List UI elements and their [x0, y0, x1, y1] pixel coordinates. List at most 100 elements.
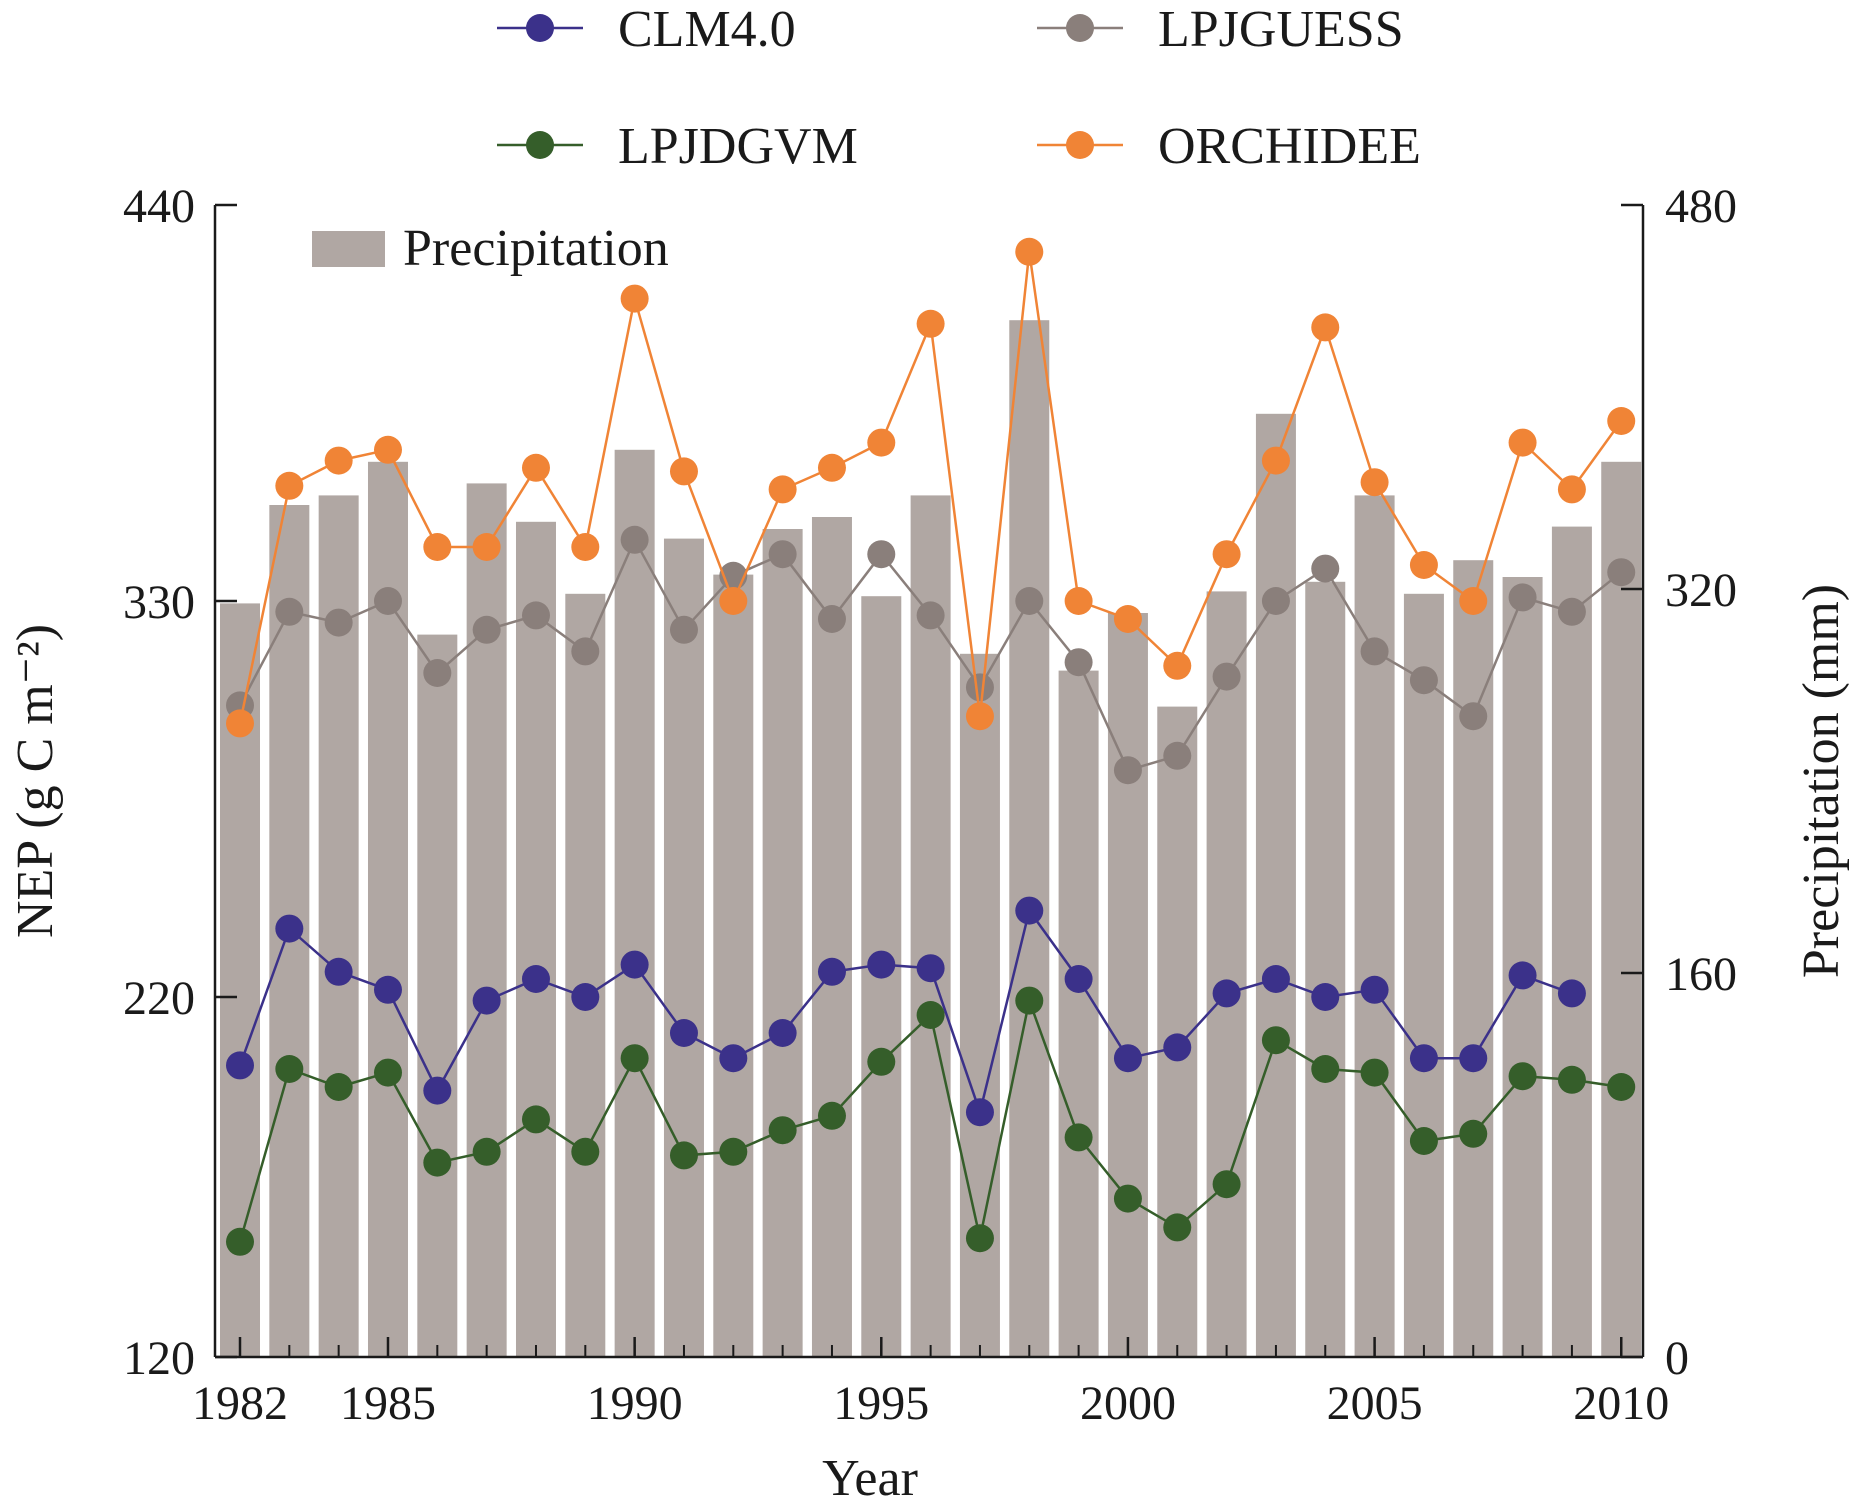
- series-point-orchidee: [571, 533, 600, 561]
- y-left-tick-label: 120: [123, 1332, 195, 1385]
- series-point-lpjdgvm: [965, 1224, 994, 1253]
- y-right-tick-label: 320: [1665, 564, 1737, 617]
- series-point-clm40: [1212, 979, 1241, 1008]
- x-tick-label: 2000: [1080, 1377, 1176, 1430]
- series-point-clm40: [867, 950, 896, 979]
- series-point-orchidee: [669, 457, 698, 486]
- y-right-axis-title: Precipitation (mm): [1793, 584, 1850, 978]
- series-point-lpjguess: [965, 673, 994, 702]
- series-point-lpjguess: [1212, 662, 1241, 691]
- precip-bar-2007: [1453, 560, 1494, 1357]
- series-point-orchidee: [1557, 475, 1586, 504]
- precip-bar-1988: [515, 521, 556, 1357]
- legend-label-clm40: CLM4.0: [618, 1, 796, 58]
- series-point-clm40: [472, 986, 501, 1015]
- series-point-orchidee: [867, 428, 896, 457]
- series-line-clm40: [238, 907, 1573, 1117]
- series-point-clm40: [423, 1076, 452, 1105]
- series-point-orchidee: [916, 309, 945, 338]
- series-point-lpjdgvm: [1311, 1055, 1340, 1083]
- series-point-clm40: [1015, 896, 1044, 925]
- series-point-orchidee: [275, 471, 304, 500]
- series-point-orchidee: [965, 702, 994, 731]
- legend: CLM4.0 LPJGUESS LPJDGVM ORCHIDEE Precipitati…: [312, 1, 1421, 277]
- series-point-lpjguess: [817, 605, 846, 633]
- series-point-lpjguess: [521, 601, 550, 630]
- series-point-orchidee: [1163, 651, 1192, 680]
- series-point-clm40: [965, 1098, 994, 1127]
- y-right-tick-label: 160: [1665, 948, 1737, 1001]
- series-point-orchidee: [1015, 237, 1044, 266]
- series-point-lpjdgvm: [1508, 1062, 1537, 1091]
- series-point-lpjguess: [1261, 587, 1290, 615]
- y-left-tick-label: 440: [123, 180, 195, 233]
- precip-bar-2005: [1354, 495, 1395, 1357]
- legend-marker-clm40: [526, 14, 554, 42]
- precip-bar-2006: [1403, 593, 1444, 1357]
- series-point-lpjguess: [1311, 554, 1340, 583]
- series-point-lpjguess: [1064, 648, 1093, 677]
- series-point-lpjdgvm: [571, 1137, 600, 1166]
- series-point-lpjguess: [1015, 587, 1044, 615]
- series-point-lpjguess: [1163, 741, 1192, 770]
- axes: 120 220 330 440 0 160 320 480 1982 1985 1990 1995 20…: [7, 180, 1850, 1501]
- series-point-lpjguess: [1459, 702, 1488, 731]
- series-point-lpjguess: [1360, 637, 1389, 666]
- series-point-lpjguess: [620, 525, 649, 554]
- series-point-lpjdgvm: [1113, 1184, 1142, 1213]
- precip-bar-1990: [614, 449, 655, 1357]
- series-point-orchidee: [521, 453, 550, 482]
- precip-bar-1991: [663, 538, 704, 1357]
- x-tick-label: 1990: [587, 1377, 683, 1430]
- series-point-clm40: [669, 1019, 698, 1047]
- x-tick-label: 2005: [1327, 1377, 1423, 1430]
- series-point-clm40: [1360, 975, 1389, 1004]
- series-point-clm40: [1311, 983, 1340, 1011]
- x-tick-label: 1982: [192, 1377, 288, 1430]
- legend-swatch-precipitation: [312, 231, 385, 267]
- series-point-lpjguess: [1409, 666, 1438, 695]
- series-point-lpjguess: [1557, 597, 1586, 626]
- series-point-clm40: [1064, 965, 1093, 993]
- series-point-lpjdgvm: [620, 1044, 649, 1073]
- series-point-clm40: [324, 957, 353, 986]
- series-point-clm40: [1459, 1044, 1488, 1073]
- series-point-orchidee: [719, 587, 748, 615]
- series-point-lpjdgvm: [916, 1001, 945, 1029]
- series-point-orchidee: [620, 284, 649, 313]
- series-point-orchidee: [226, 709, 254, 738]
- series-point-clm40: [1261, 965, 1290, 993]
- series-point-lpjguess: [472, 615, 501, 644]
- y-left-tick-label: 220: [123, 972, 195, 1025]
- y-right-tick-label: 0: [1665, 1332, 1689, 1385]
- series-point-clm40: [521, 965, 550, 993]
- precip-bar-2003: [1255, 413, 1296, 1357]
- precip-bar-1989: [565, 593, 606, 1357]
- series-point-clm40: [719, 1044, 748, 1073]
- series-point-lpjdgvm: [1163, 1213, 1192, 1242]
- series-point-clm40: [1409, 1044, 1438, 1073]
- precip-bar-2000: [1107, 613, 1148, 1357]
- x-tick-label: 2010: [1573, 1377, 1669, 1430]
- series-point-clm40: [817, 957, 846, 986]
- series-point-lpjdgvm: [324, 1073, 353, 1101]
- series-point-clm40: [1508, 961, 1537, 990]
- precip-bar-1986: [417, 634, 458, 1357]
- series-point-lpjdgvm: [867, 1047, 896, 1076]
- x-tick-label: 1985: [340, 1377, 436, 1430]
- series-point-lpjdgvm: [1607, 1073, 1636, 1101]
- legend-label-precipitation: Precipitation: [403, 220, 669, 277]
- series-point-orchidee: [472, 533, 501, 561]
- series-point-clm40: [768, 1019, 797, 1047]
- series-point-orchidee: [1212, 540, 1241, 569]
- series-point-lpjdgvm: [275, 1055, 304, 1083]
- precipitation-bars: [220, 320, 1642, 1358]
- series-point-lpjdgvm: [669, 1141, 698, 1170]
- precip-bar-2002: [1206, 591, 1247, 1357]
- series-point-orchidee: [423, 533, 452, 561]
- series-point-lpjguess: [1607, 558, 1636, 587]
- precip-bar-2010: [1601, 461, 1642, 1357]
- series-point-lpjguess: [867, 540, 896, 569]
- series-point-lpjdgvm: [521, 1105, 550, 1134]
- series-point-lpjdgvm: [1360, 1058, 1389, 1087]
